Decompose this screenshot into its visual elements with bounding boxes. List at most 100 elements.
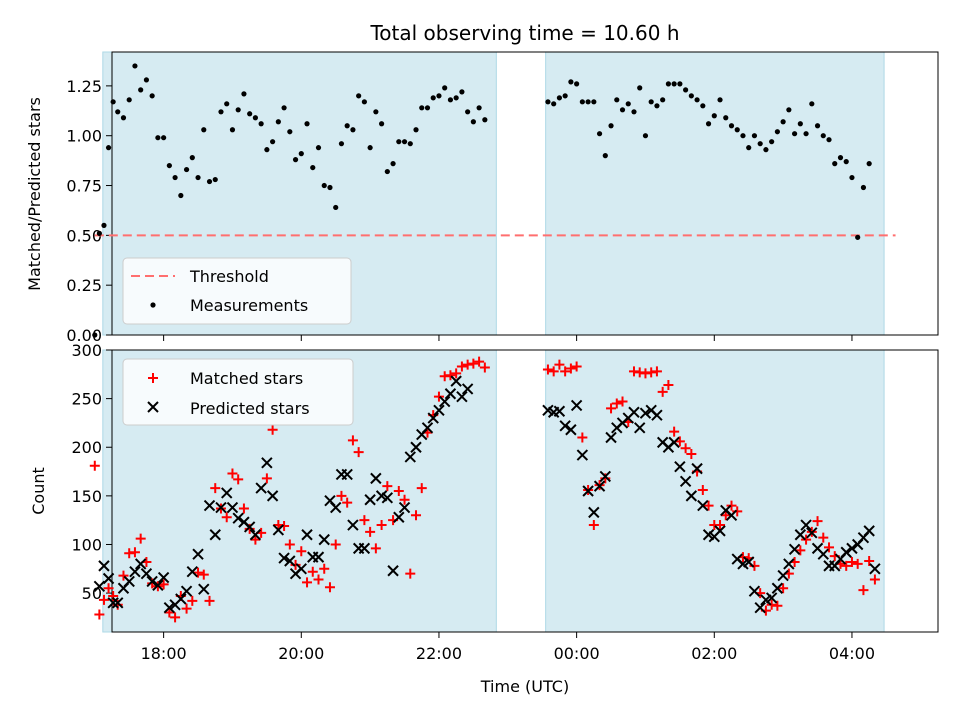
predicted-star-point bbox=[163, 601, 176, 614]
measurement-point bbox=[315, 145, 322, 151]
measurement-point bbox=[734, 127, 740, 133]
predicted-star-point bbox=[198, 583, 210, 595]
predicted-star-point bbox=[358, 542, 371, 555]
predicted-star-point bbox=[794, 529, 807, 541]
matched-star-point bbox=[324, 582, 335, 593]
matched-star-point bbox=[732, 506, 743, 517]
measurement-point bbox=[814, 123, 821, 129]
measurement-point bbox=[820, 133, 826, 139]
matched-star-point bbox=[846, 556, 857, 567]
measurement-point bbox=[310, 164, 316, 171]
measurement-point bbox=[562, 93, 568, 99]
predicted-star-point bbox=[444, 388, 457, 400]
matched-star-point bbox=[347, 435, 358, 446]
top-y-axis-label: Matched/Predicted stars bbox=[25, 97, 44, 291]
measurement-point bbox=[694, 97, 700, 103]
matched-star-point bbox=[680, 443, 691, 454]
matched-star-point bbox=[869, 574, 880, 585]
measurement-point bbox=[298, 151, 304, 157]
predicted-star-point bbox=[651, 409, 663, 421]
predicted-star-point bbox=[777, 569, 789, 582]
measurement-point bbox=[568, 79, 574, 85]
measurement-point bbox=[447, 97, 454, 103]
predicted-star-point bbox=[840, 546, 852, 558]
measurement-point bbox=[591, 99, 597, 105]
measurement-point bbox=[751, 133, 758, 139]
matched-star-point bbox=[433, 391, 444, 402]
predicted-star-point bbox=[674, 460, 686, 473]
measurement-point bbox=[459, 89, 465, 95]
matched-star-point bbox=[818, 532, 829, 543]
predicted-star-point bbox=[748, 585, 761, 597]
predicted-star-point bbox=[129, 566, 141, 578]
measurement-point bbox=[837, 155, 844, 161]
matched-star-point bbox=[824, 542, 835, 553]
x-axis-label: Time (UTC) bbox=[480, 677, 569, 696]
predicted-star-point bbox=[869, 563, 881, 575]
matched-star-point bbox=[204, 595, 215, 606]
measurement-point bbox=[195, 174, 201, 181]
measurement-point bbox=[866, 161, 872, 167]
measurement-point bbox=[138, 87, 144, 93]
measurement-point bbox=[746, 145, 752, 151]
measurement-point bbox=[270, 139, 276, 145]
predicted-star-point bbox=[284, 555, 296, 567]
matched-star-point bbox=[198, 569, 209, 580]
top-y-tick-label: 0.25 bbox=[66, 276, 102, 295]
threshold-legend-label: Threshold bbox=[189, 267, 269, 286]
matched-star-point bbox=[474, 356, 485, 367]
matched-star-point bbox=[370, 543, 381, 554]
matched-star-point bbox=[416, 483, 427, 494]
matched-star-point bbox=[451, 368, 462, 379]
measurement-point bbox=[178, 192, 184, 199]
top-y-tick-label: 0.00 bbox=[66, 326, 102, 345]
matched-star-point bbox=[801, 534, 812, 545]
predicted-star-point bbox=[404, 451, 416, 463]
matched-star-point bbox=[554, 359, 565, 370]
matched-star-point bbox=[261, 473, 272, 484]
matched-star-point bbox=[852, 558, 863, 569]
measurement-point bbox=[728, 123, 735, 129]
predicted-star-point bbox=[134, 558, 147, 570]
measurement-point bbox=[149, 93, 155, 99]
measurement-point bbox=[700, 103, 706, 109]
measurement-point bbox=[321, 182, 327, 189]
predicted-star-point bbox=[806, 527, 818, 539]
matched-star-point bbox=[118, 570, 129, 581]
bottom-y-tick-label: 200 bbox=[71, 438, 102, 457]
measurement-point bbox=[614, 97, 620, 103]
matched-star-point bbox=[313, 574, 324, 585]
bottom-y-tick-label: 150 bbox=[71, 487, 102, 506]
measurement-point bbox=[367, 145, 373, 151]
predicted-star-point bbox=[226, 501, 239, 514]
matched-star-point bbox=[393, 486, 404, 496]
bottom-x-tick-label: 02:00 bbox=[691, 644, 737, 663]
predicted-star-point bbox=[203, 499, 216, 512]
matched-star-point bbox=[319, 563, 330, 574]
predicted-star-point bbox=[152, 579, 164, 592]
measurement-point bbox=[390, 161, 396, 167]
matched-star-point bbox=[456, 361, 467, 372]
matched-legend-label: Matched stars bbox=[190, 369, 303, 388]
measurement-point bbox=[206, 178, 213, 185]
predicted-star-point bbox=[341, 468, 353, 481]
matched-star-point bbox=[238, 503, 249, 514]
measurement-point bbox=[292, 157, 299, 163]
measurement-point bbox=[115, 109, 121, 115]
predicted-star-point bbox=[278, 552, 290, 564]
predicted-star-point bbox=[209, 529, 221, 541]
top-observing-window bbox=[545, 51, 885, 336]
predicted-star-point bbox=[582, 485, 594, 497]
predicted-star-point bbox=[249, 529, 262, 541]
predicted-star-point bbox=[450, 375, 462, 387]
matched-star-point bbox=[98, 594, 109, 605]
predicted-star-point bbox=[215, 501, 227, 514]
predicted-star-point bbox=[771, 582, 784, 594]
matched-star-point bbox=[336, 490, 347, 501]
matched-star-point bbox=[651, 366, 662, 377]
measurement-point bbox=[247, 111, 253, 117]
measurement-point bbox=[430, 95, 436, 101]
matched-star-point bbox=[376, 520, 387, 531]
